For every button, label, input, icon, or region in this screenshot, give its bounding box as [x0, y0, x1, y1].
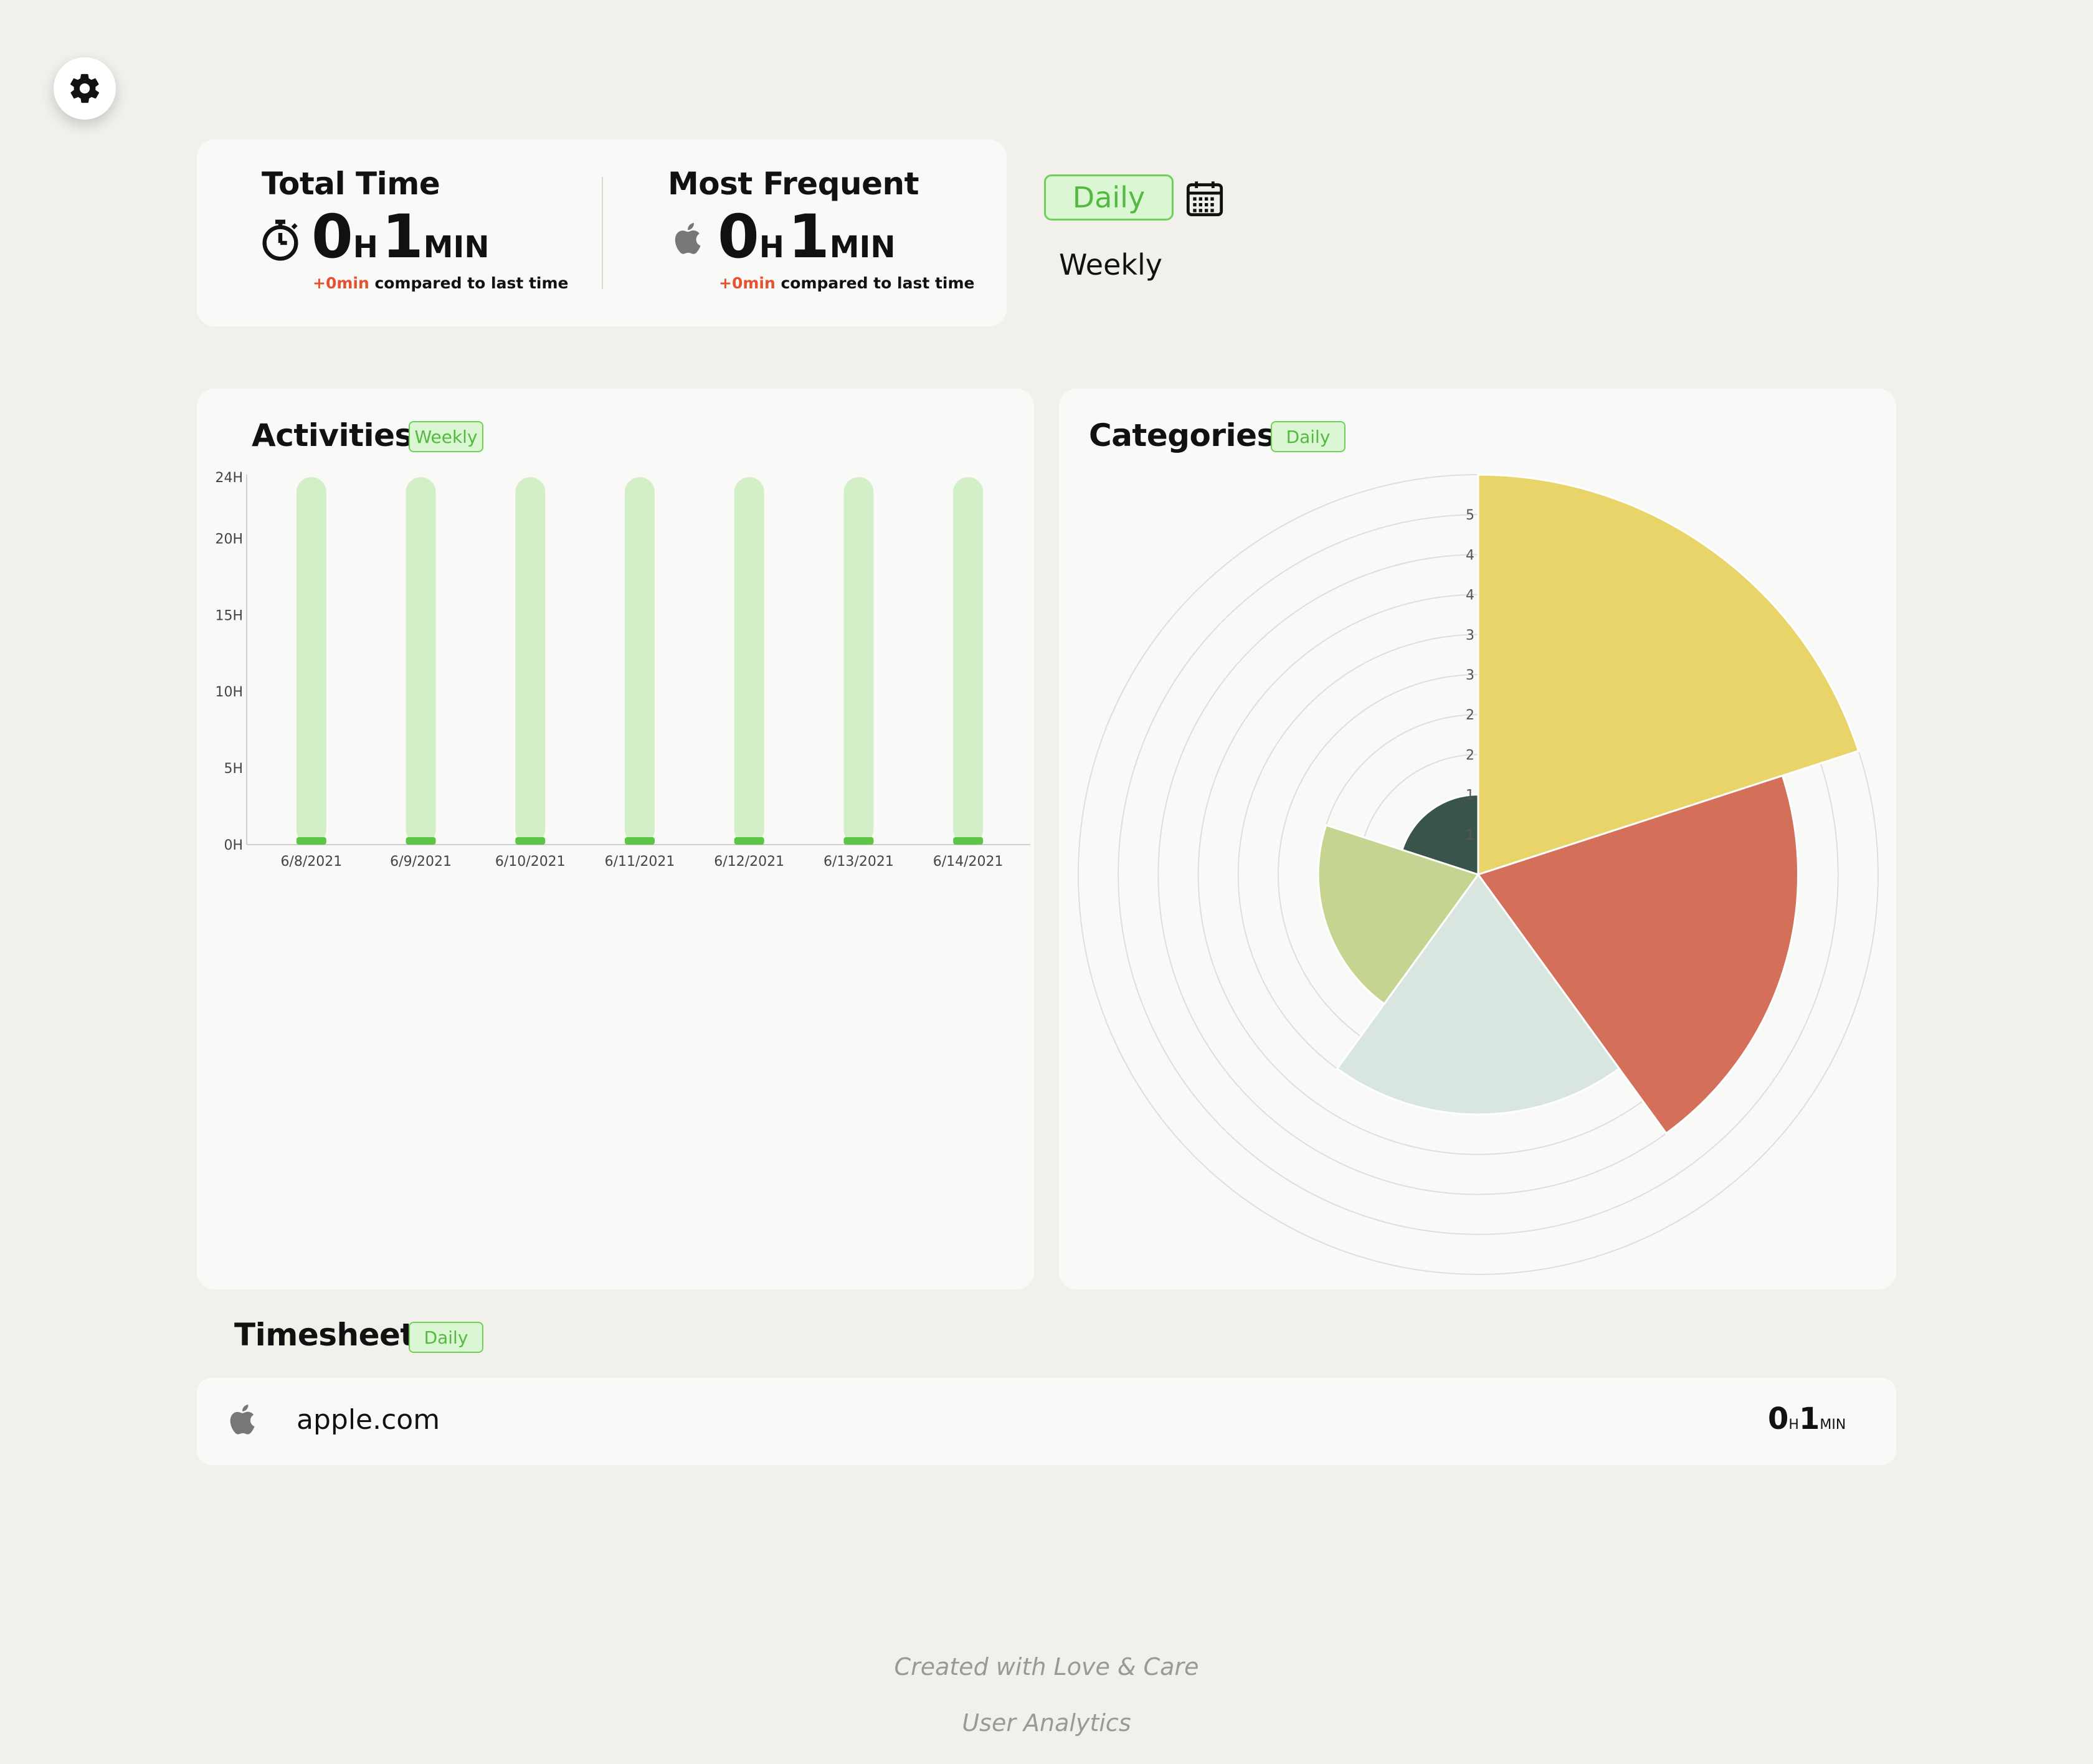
polar-sector[interactable]: [1477, 473, 1860, 876]
activities-bar-chart: 0H 5H 10H 15H 20H 24H 6/8/2021 6/9/2021 6/10/202…: [215, 470, 1030, 870]
categories-title: Categories: [1089, 417, 1275, 453]
summary-divider: [602, 177, 603, 289]
bar-background: [296, 477, 326, 845]
gear-icon: [70, 74, 100, 103]
x-tick-label: 6/9/2021: [390, 854, 452, 870]
bar[interactable]: [406, 837, 436, 845]
y-tick-label: 0H: [224, 838, 243, 853]
y-tick-label: 20H: [215, 531, 243, 547]
x-tick-label: 6/10/2021: [495, 854, 566, 870]
activities-title: Activities: [252, 417, 413, 453]
bar-background: [843, 477, 874, 845]
calendar-icon[interactable]: [1185, 178, 1225, 218]
total-time-title: Total Time: [262, 166, 440, 202]
timesheet-site-name: apple.com: [297, 1404, 440, 1436]
y-tick-label: 10H: [215, 685, 243, 700]
tab-daily[interactable]: Daily: [1044, 174, 1174, 220]
bar-background: [625, 477, 655, 845]
polar-sector[interactable]: [1317, 823, 1480, 1005]
timesheet-title: Timesheet: [234, 1317, 415, 1353]
radial-tick-label: 2: [1466, 708, 1474, 723]
footer-tagline: Created with Love & Care: [894, 1653, 1199, 1681]
radial-tick-label: 2: [1466, 747, 1474, 763]
tab-daily-label: Daily: [1072, 181, 1146, 214]
polar-sector[interactable]: [1400, 794, 1479, 876]
x-tick-label: 6/12/2021: [714, 854, 784, 870]
y-tick-label: 5H: [224, 761, 243, 777]
bar-background: [515, 477, 546, 845]
radial-tick-label: 1: [1466, 788, 1474, 804]
bar[interactable]: [953, 837, 984, 845]
polar-sector[interactable]: [1336, 873, 1621, 1116]
x-tick-label: 6/14/2021: [933, 854, 1004, 870]
y-tick-label: 24H: [215, 470, 243, 486]
radial-tick-label: 5: [1466, 508, 1474, 523]
x-tick-label: 6/13/2021: [823, 854, 894, 870]
apple-icon: [675, 222, 701, 254]
radial-tick-label: 4: [1466, 588, 1474, 604]
radial-tick-label: 4: [1466, 548, 1474, 563]
bar[interactable]: [843, 837, 874, 845]
x-tick-label: 6/11/2021: [605, 854, 675, 870]
most-frequent-comparison: +0min compared to last time: [719, 274, 975, 292]
bar[interactable]: [296, 837, 326, 845]
bar-background: [406, 477, 436, 845]
stopwatch-icon: [262, 219, 298, 261]
radial-tick-label: 3: [1466, 668, 1474, 683]
bar[interactable]: [734, 837, 764, 845]
most-frequent-title: Most Frequent: [668, 166, 919, 202]
activities-period-badge[interactable]: Weekly: [409, 421, 483, 452]
categories-polar-chart: 1 1 2 2 3 3 4 4 5: [1078, 473, 1879, 1275]
categories-period-badge[interactable]: Daily: [1271, 421, 1346, 452]
apple-icon: [230, 1404, 255, 1434]
footer-app-name[interactable]: User Analytics: [962, 1709, 1131, 1737]
tab-weekly[interactable]: Weekly: [1059, 248, 1163, 282]
radial-tick-label: 3: [1466, 628, 1474, 643]
categories-card: Categories Daily 1 1 2 2 3 3 4 4 5: [1059, 389, 1896, 1289]
radial-tick-label: 1: [1466, 828, 1474, 843]
polar-sector[interactable]: [1476, 774, 1800, 1135]
bar[interactable]: [625, 837, 655, 845]
bar-background: [734, 477, 764, 845]
x-tick-label: 6/8/2021: [280, 854, 342, 870]
y-tick-label: 15H: [215, 608, 243, 624]
bar[interactable]: [515, 837, 546, 845]
activities-card: Activities Weekly 0H 5H 10H 15H 20H 24H 6/8/20…: [197, 389, 1034, 1289]
bar-background: [953, 477, 984, 845]
timesheet-period-badge[interactable]: Daily: [409, 1322, 483, 1353]
settings-button[interactable]: [54, 57, 116, 120]
total-time-comparison: +0min compared to last time: [313, 274, 569, 292]
